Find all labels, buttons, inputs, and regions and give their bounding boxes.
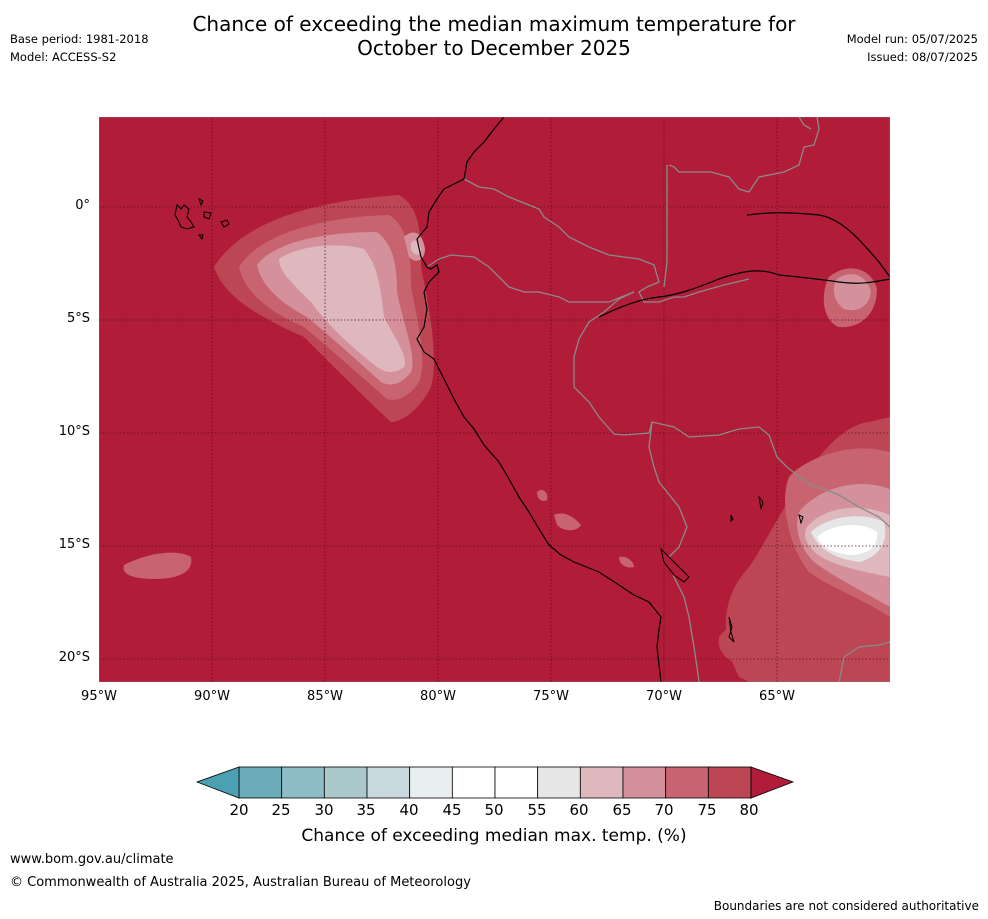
model-run-text: Model run: 05/07/2025 [846,32,978,46]
lon-label-95w: 95°W [81,689,117,704]
colorbar-segment [409,766,453,799]
lon-label-70w: 70°W [646,689,682,704]
colorbar-tick-45: 45 [442,801,462,819]
colorbar-tick-20: 20 [229,801,249,819]
lat-label-5s: 5°S [66,311,90,326]
footer-disclaimer: Boundaries are not considered authoritat… [713,899,979,913]
colorbar-segment [281,766,325,799]
map-title-line1: Chance of exceeding the median maximum t… [192,12,796,36]
colorbar-segment [707,766,752,799]
coastlines [416,117,890,682]
colorbar-segment [366,766,411,799]
colorbar-over-arrow [750,766,794,799]
galapagos-islands [174,198,230,241]
lake-titicaca [660,547,690,583]
meta-left: Base period: 1981-2018 Model: ACCESS-S2 [10,30,149,66]
lat-label-0: 0° [75,198,90,213]
base-period-text: Base period: 1981-2018 [10,32,149,46]
colorbar-tick-30: 30 [314,801,334,819]
meta-right: Model run: 05/07/2025 Issued: 08/07/2025 [847,30,978,66]
anomaly-spot-south [718,623,774,666]
colorbar-segment [323,766,368,799]
map-title: Chance of exceeding the median maximum t… [0,12,988,60]
forecast-map [99,117,890,682]
colorbar-segment [579,766,624,799]
colorbar-segment [238,766,283,799]
lat-label-20s: 20°S [58,650,90,665]
lon-label-80w: 80°W [420,689,456,704]
colorbar-tick-65: 65 [612,801,632,819]
colorbar-segment [451,766,496,799]
anomaly-spot-central-1 [554,513,581,531]
colorbar-tick-80: 80 [739,801,759,819]
colorbar-segment [665,766,709,799]
anomaly-spot-southwest [123,552,192,579]
anomaly-spot-central-2 [537,489,548,502]
graticule [99,117,890,682]
colorbar-under-arrow [196,766,240,799]
lon-label-85w: 85°W [307,689,343,704]
country-borders [426,117,890,682]
map-title-line2: October to December 2025 [357,36,631,60]
footer-url: www.bom.gov.au/climate [10,852,174,867]
colorbar-tick-55: 55 [527,801,547,819]
issued-text: Issued: 08/07/2025 [867,50,978,64]
footer-copyright: © Commonwealth of Australia 2025, Austra… [10,875,471,890]
lon-label-65w: 65°W [759,689,795,704]
colorbar-tick-25: 25 [271,801,291,819]
small-lakes [730,495,804,525]
colorbar-segment [494,766,539,799]
offshore-anomaly-region [214,195,434,422]
southeast-anomaly-region [725,417,890,682]
colorbar-tick-75: 75 [697,801,717,819]
lon-label-90w: 90°W [194,689,230,704]
colorbar-segment [537,766,581,799]
colorbar-tick-60: 60 [569,801,589,819]
colorbar-tick-35: 35 [356,801,376,819]
model-text: Model: ACCESS-S2 [10,50,117,64]
lon-label-75w: 75°W [533,689,569,704]
lat-label-10s: 10°S [58,424,90,439]
anomaly-spot-central-3 [619,556,634,568]
colorbar-segment [622,766,667,799]
colorbar [196,766,794,799]
lake-poopo [728,616,735,643]
colorbar-label: Chance of exceeding median max. temp. (%… [301,826,687,846]
colorbar-tick-50: 50 [484,801,504,819]
colorbar-tick-70: 70 [654,801,674,819]
lat-label-15s: 15°S [58,537,90,552]
colorbar-tick-40: 40 [399,801,419,819]
